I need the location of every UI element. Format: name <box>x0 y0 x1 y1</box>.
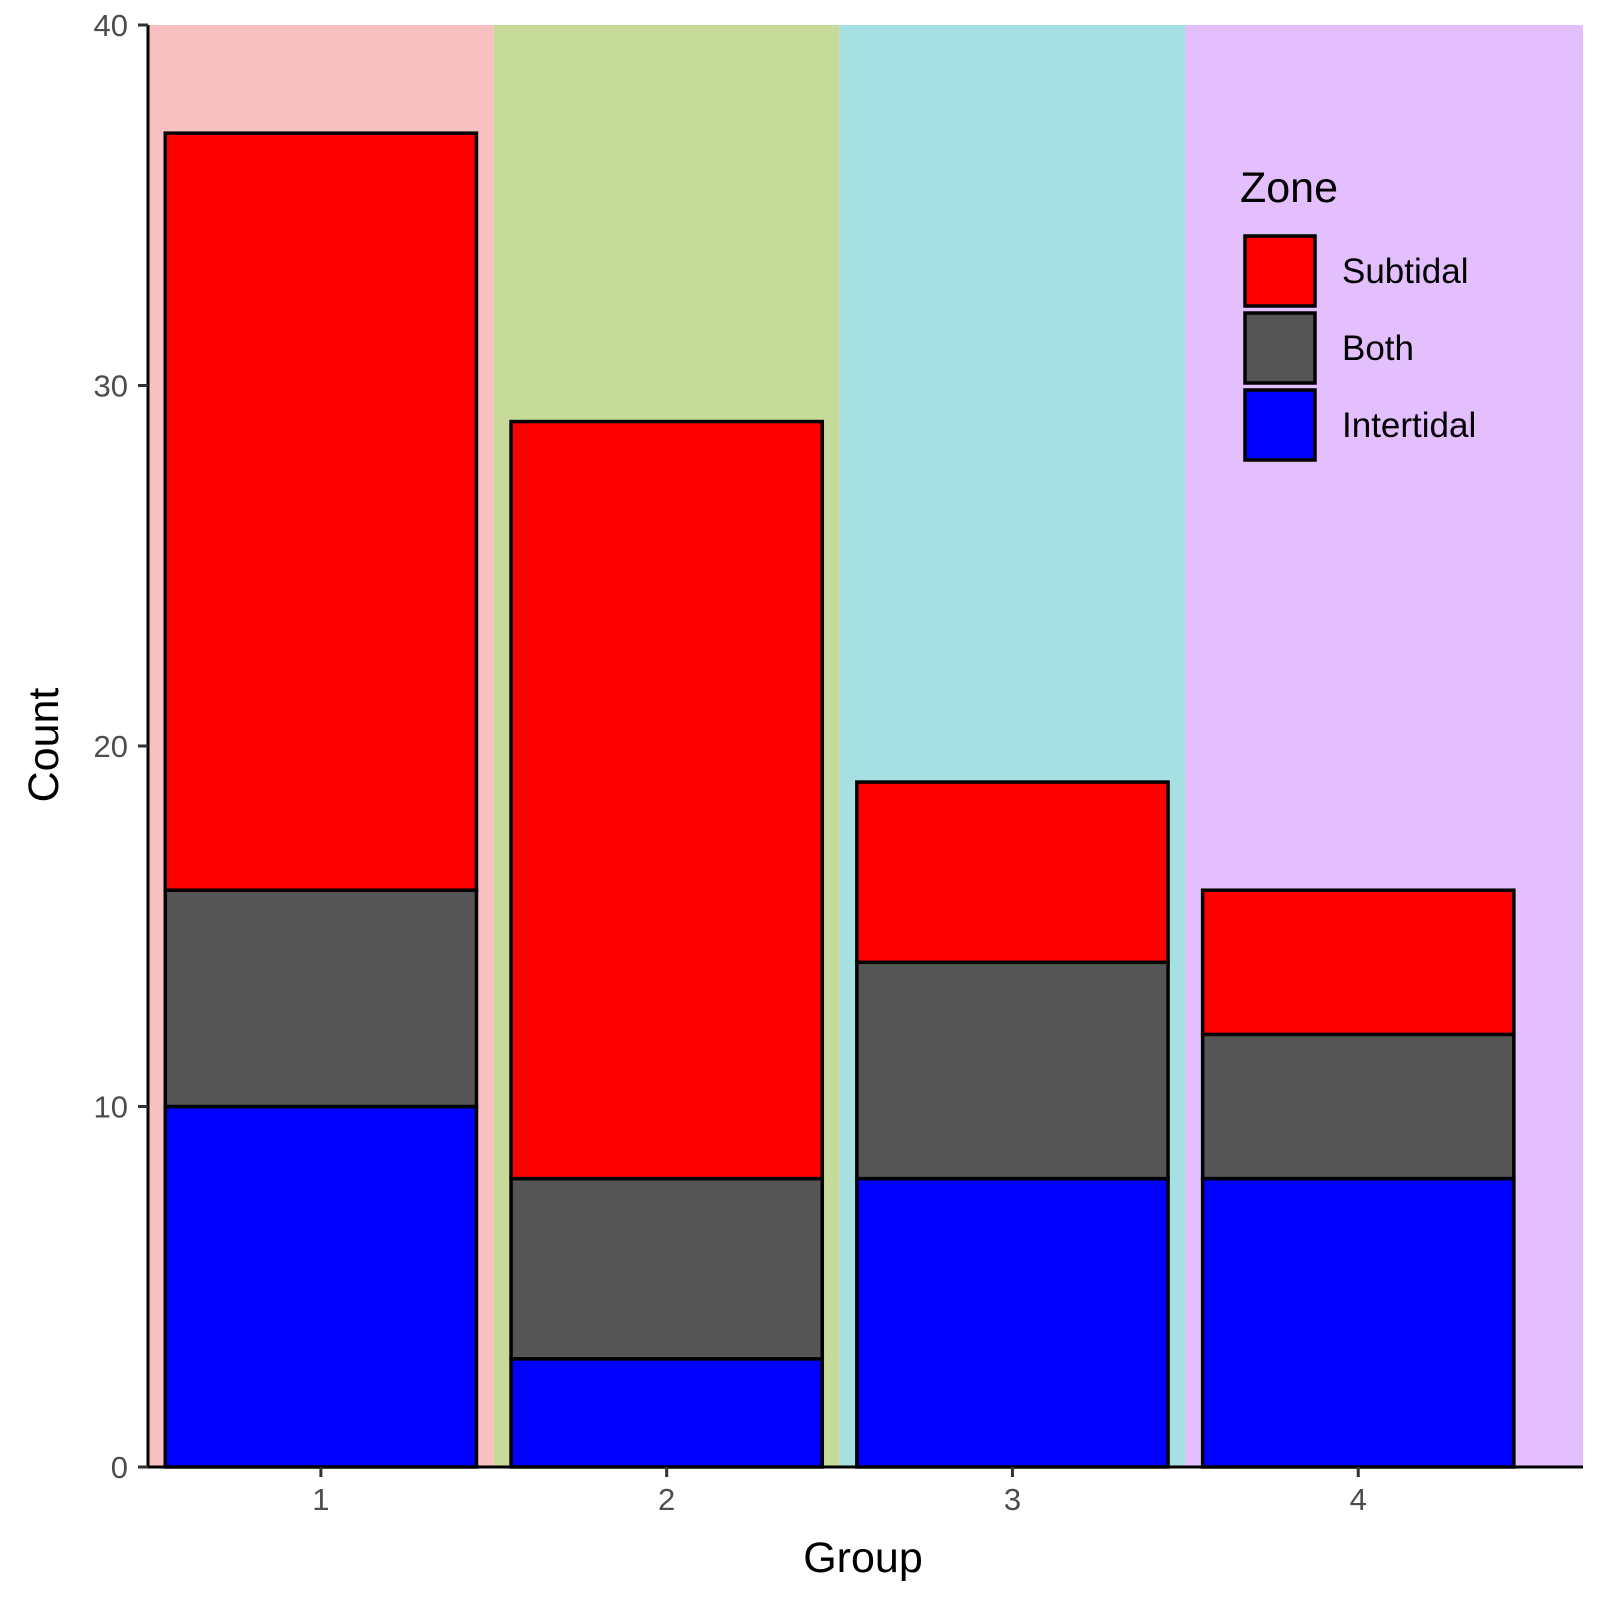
legend-key-subtidal <box>1243 234 1317 308</box>
axes: 0 10 20 30 40 1 2 3 4 <box>94 8 1583 1517</box>
bar-both-group-3 <box>855 960 1170 1181</box>
bar-intertidal-group-4 <box>1200 1176 1516 1469</box>
y-tick-label-30: 30 <box>94 369 128 404</box>
bar-intertidal-group-2 <box>509 1357 825 1469</box>
legend-title: Zone <box>1240 164 1338 212</box>
y-tick-label-0: 0 <box>111 1450 128 1485</box>
legend-label-both: Both <box>1342 329 1414 368</box>
bar-subtidal-group-1 <box>163 131 479 892</box>
bar-intertidal-group-3 <box>855 1176 1170 1469</box>
legend-label-subtidal: Subtidal <box>1342 252 1468 291</box>
bar-both-group-1 <box>163 888 479 1109</box>
bar-subtidal-group-2 <box>509 419 825 1181</box>
x-axis-title: Group <box>803 1534 923 1582</box>
y-tick-label-10: 10 <box>94 1090 128 1125</box>
x-tick-label-3: 3 <box>1004 1482 1021 1517</box>
bars <box>163 131 1516 1469</box>
y-tick-label-20: 20 <box>94 729 128 764</box>
legend: Zone Subtidal Both Intertidal <box>1240 164 1476 462</box>
x-tick-label-2: 2 <box>658 1482 675 1517</box>
bar-subtidal-group-4 <box>1200 888 1516 1037</box>
legend-key-both <box>1243 311 1317 385</box>
x-tick-label-4: 4 <box>1350 1482 1367 1517</box>
legend-key-intertidal <box>1243 388 1317 462</box>
legend-label-intertidal: Intertidal <box>1342 406 1476 445</box>
bar-both-group-2 <box>509 1176 825 1361</box>
bar-intertidal-group-1 <box>163 1104 479 1469</box>
bar-both-group-4 <box>1200 1032 1516 1181</box>
bar-subtidal-group-3 <box>855 780 1170 965</box>
y-axis-title: Count <box>20 688 68 803</box>
y-tick-label-40: 40 <box>94 8 128 43</box>
x-tick-label-1: 1 <box>312 1482 329 1517</box>
